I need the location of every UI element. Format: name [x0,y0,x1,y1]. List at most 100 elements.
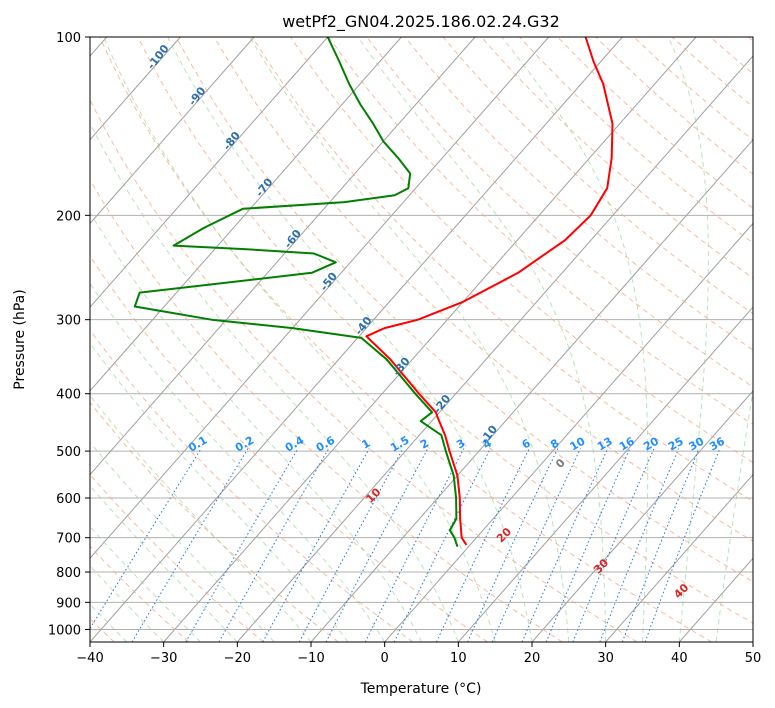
y-tick-label: 400 [56,388,81,403]
dry-adiabat-label: -60 [282,227,305,251]
dry-adiabat-line [328,37,753,425]
x-tick-label: 20 [524,651,541,666]
mixing-ratio-line [90,448,202,630]
mixing-ratio-label: 3 [454,437,467,452]
isotherm-line [90,37,181,141]
moist-adiabat-line [167,37,533,642]
mixing-ratio-line [491,448,581,642]
isotherm-line [678,557,753,642]
moist-adiabat-line [715,387,753,642]
isotherm-line [605,473,753,642]
dry-adiabat-line [404,37,753,351]
dry-adiabat-line [90,98,638,642]
dry-adiabat-label: -50 [318,270,341,294]
isotherm-line [90,37,329,308]
isotherm-line [90,37,402,392]
mixing-ratio-line [572,448,655,642]
dry-adiabat-line [99,37,712,642]
mixing-ratio-line [131,448,249,642]
x-tick-label: −20 [224,651,251,666]
moist-adiabat-line [667,37,709,642]
dry-adiabat-line [251,37,753,503]
dry-adiabat-line [90,255,488,642]
moist-adiabat-lines [90,37,753,642]
moist-adiabat-label: 20 [494,525,514,545]
dry-adiabat-label: -80 [220,129,243,153]
y-tick-label: 800 [56,566,81,581]
mixing-ratio-lines [90,448,721,642]
dry-adiabat-label: -30 [390,354,413,378]
isotherm-line [90,37,550,560]
isotherm-line [90,37,623,642]
isotherm-line [163,37,697,642]
moist-adiabat-line [90,441,275,642]
moist-adiabat-line [752,638,753,642]
dry-adiabat-line [90,401,339,642]
isotherm-line [531,390,753,642]
chart-title: wetPf2_GN04.2025.186.02.24.G32 [282,12,560,32]
isotherm-line [90,37,476,476]
mixing-ratio-line [364,448,465,642]
x-tick-label: 50 [745,651,762,666]
mixing-ratio-label: 1 [359,437,372,452]
y-tick-label: 200 [56,209,81,224]
dry-adiabat-line [90,473,264,642]
moist-adiabat-label: 10 [363,485,383,505]
dry-adiabat-lines [90,37,753,642]
mixing-ratio-line [521,448,609,642]
isotherm-line [752,641,753,642]
temperature-series-line [365,37,614,546]
mixing-ratio-line [298,448,404,642]
sounding-series [133,37,614,548]
isotherm-line [457,306,753,642]
dry-adiabat-line [90,545,190,642]
dry-adiabat-label: -100 [145,42,172,72]
moist-adiabat-line [90,484,238,642]
isotherm-line [90,37,255,225]
mixing-ratio-line [325,448,429,642]
dry-adiabat-line [480,37,753,279]
y-tick-label: 300 [56,314,81,329]
isotherm-line [236,55,753,642]
moist-adiabat-label: 0 [553,456,568,471]
mixing-ratio-line [185,448,299,642]
mixing-ratio-line [644,448,721,642]
dry-adiabat-line [175,37,753,583]
dry-adiabat-line [213,37,753,542]
moist-adiabat-line [90,122,459,642]
moist-adiabat-label: 30 [591,556,611,576]
dry-adiabat-line [90,329,414,642]
dry-adiabat-label: -10 [478,423,501,447]
mixing-ratio-line [262,448,370,642]
dry-adiabat-line [633,37,753,141]
plot-frame [89,36,754,643]
dry-adiabat-label: -20 [431,392,454,416]
moist-adiabat-line [90,394,312,642]
plot-area: 0.1 0.2 0.4 0.6 1 1.5 2 3 4 6 8 10 13 16 20 25 30 36-100-… [90,37,753,642]
x-tick-label: 10 [450,651,467,666]
y-tick-label: 500 [56,445,81,460]
moist-adiabat-line [90,282,386,642]
y-tick-label: 1000 [48,623,81,638]
mixing-ratio-line [393,448,491,642]
isotherm-line [384,222,753,642]
pressure-gridlines [90,37,753,630]
x-tick-label: −10 [297,651,324,666]
dewpoint-series-line [133,37,459,548]
y-axis-label: Pressure (hPa) [12,289,28,389]
mixing-ratio-line [467,448,559,642]
dry-adiabat-line [90,178,563,642]
x-tick-label: 40 [671,651,688,666]
x-axis-label: Temperature (°C) [360,681,482,697]
moist-adiabat-line [90,342,349,642]
moist-adiabat-line [357,37,607,642]
y-tick-label: 600 [56,492,81,507]
dry-adiabat-line [709,37,753,75]
x-tick-label: −30 [150,651,177,666]
dry-adiabat-line [557,37,753,209]
mixing-ratio-line [621,448,700,642]
moist-adiabat-line [90,211,422,642]
isotherm-lines [90,37,753,642]
x-tick-label: −40 [76,651,103,666]
